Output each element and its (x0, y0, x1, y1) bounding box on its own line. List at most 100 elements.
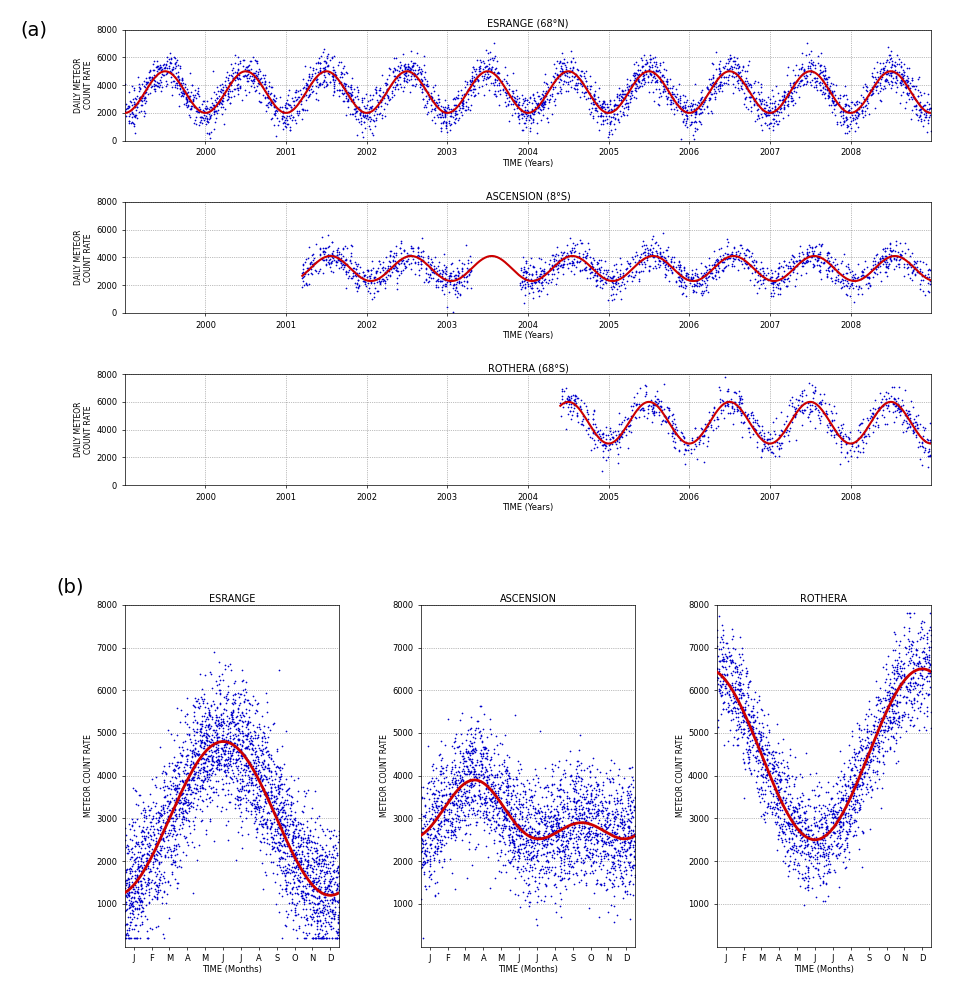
Point (217, 758, 232, 774)
Point (463, 262, 478, 278)
Point (427, 827, 443, 843)
Point (701, 418, 716, 434)
Point (876, 765, 891, 781)
Point (149, 63, 164, 79)
Point (209, 90, 225, 106)
Point (487, 769, 502, 785)
Point (780, 269, 795, 285)
Point (219, 758, 234, 774)
Point (255, 771, 271, 787)
Point (820, 820, 835, 836)
Point (198, 763, 213, 779)
Point (762, 771, 778, 787)
Point (457, 792, 472, 808)
Point (852, 788, 867, 804)
Point (893, 729, 908, 744)
Point (449, 803, 465, 818)
Point (807, 840, 823, 856)
Point (289, 850, 304, 866)
Point (890, 56, 905, 72)
Point (553, 68, 568, 84)
Point (627, 868, 642, 883)
Point (308, 254, 324, 270)
Point (617, 280, 633, 296)
Point (636, 76, 652, 92)
Point (446, 797, 462, 812)
Point (166, 760, 181, 776)
Point (794, 830, 809, 846)
Point (134, 859, 150, 875)
Point (907, 254, 923, 270)
Point (149, 58, 164, 74)
Point (163, 850, 179, 866)
Point (743, 407, 758, 423)
Point (264, 834, 279, 850)
Point (413, 253, 428, 269)
Point (256, 782, 272, 798)
Point (468, 66, 484, 82)
Point (748, 720, 763, 736)
Point (609, 809, 624, 824)
Point (190, 764, 205, 780)
Point (255, 802, 271, 817)
Point (605, 272, 620, 288)
Point (744, 719, 759, 735)
Point (850, 779, 865, 795)
Point (800, 245, 815, 260)
Point (176, 86, 191, 102)
Point (838, 88, 853, 104)
Point (745, 700, 760, 716)
Point (175, 77, 190, 93)
Point (894, 77, 909, 93)
Point (732, 71, 747, 87)
Point (920, 708, 935, 724)
Point (141, 895, 156, 911)
Point (337, 257, 352, 273)
Point (171, 807, 186, 822)
Point (468, 61, 484, 77)
Point (517, 784, 533, 800)
Point (118, 96, 133, 111)
Point (423, 872, 439, 887)
Point (835, 816, 851, 832)
Point (248, 69, 263, 85)
Point (182, 109, 198, 125)
Point (378, 75, 394, 91)
Point (800, 832, 815, 848)
Point (597, 833, 612, 849)
Point (471, 59, 487, 75)
Point (299, 78, 314, 94)
Point (563, 388, 578, 404)
Point (212, 671, 228, 687)
Point (252, 721, 268, 737)
Point (426, 92, 442, 107)
Point (409, 71, 424, 87)
Point (593, 272, 609, 288)
Point (754, 809, 769, 824)
Point (828, 824, 843, 840)
Point (863, 751, 878, 767)
Point (293, 93, 308, 108)
Point (854, 742, 870, 758)
Point (525, 848, 540, 864)
Point (121, 870, 136, 885)
Point (869, 258, 884, 274)
Point (689, 273, 705, 289)
Point (304, 894, 320, 910)
Point (166, 59, 181, 75)
Point (289, 104, 304, 119)
Point (578, 422, 593, 438)
Point (428, 828, 444, 844)
Point (564, 793, 580, 809)
Point (573, 850, 588, 866)
Point (263, 796, 278, 811)
Point (692, 101, 708, 116)
Point (558, 833, 573, 849)
Point (555, 825, 570, 841)
Point (456, 765, 471, 781)
Point (511, 801, 526, 816)
Point (791, 824, 806, 840)
Point (147, 79, 162, 95)
Point (374, 271, 390, 287)
Point (505, 814, 520, 830)
